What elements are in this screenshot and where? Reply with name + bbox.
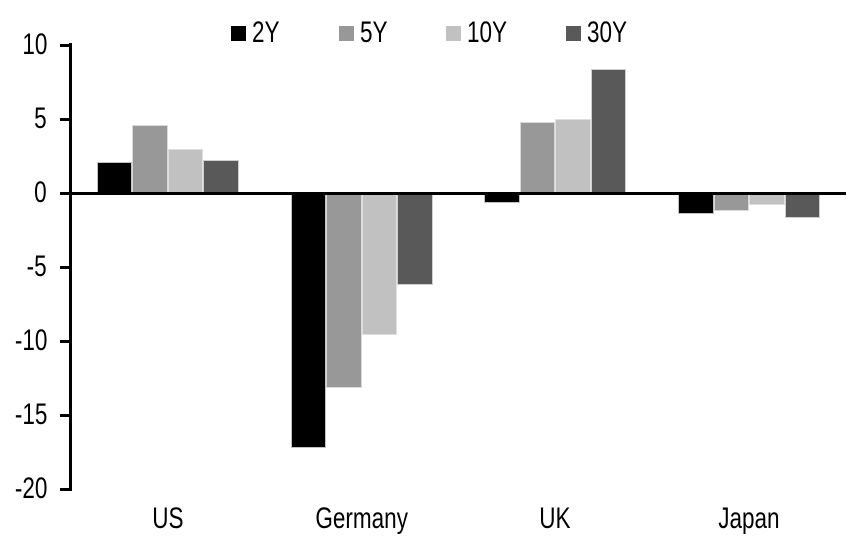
legend-swatch-2y	[231, 25, 246, 41]
bar-germany-10y	[361, 193, 398, 336]
bar-us-30y	[203, 160, 239, 193]
bar-japan-5y	[713, 193, 750, 211]
bar-us-10y	[167, 148, 204, 193]
y-axis-line	[69, 43, 72, 491]
legend-label: 30Y	[587, 16, 628, 49]
y-tick-label: -5	[0, 251, 47, 283]
y-tick-mark	[60, 488, 69, 491]
x-category-label-us: US	[88, 502, 248, 536]
legend-swatch-10y	[446, 25, 461, 41]
legend-item-10y: 10Y	[446, 16, 520, 49]
y-tick-label: 0	[0, 177, 47, 209]
bar-japan-2y	[678, 193, 714, 214]
y-tick-mark	[60, 266, 69, 269]
x-category-label-japan: Japan	[669, 502, 829, 536]
legend-label: 10Y	[467, 16, 508, 49]
y-tick-mark	[60, 118, 69, 121]
y-tick-label-text: 5	[34, 102, 47, 135]
x-category-label-germany: Germany	[282, 502, 442, 536]
x-category-label-text: US	[152, 502, 184, 535]
y-tick-label-text: -15	[14, 398, 47, 431]
bar-uk-5y	[519, 121, 556, 193]
bar-germany-30y	[397, 193, 433, 285]
y-tick-mark	[60, 44, 69, 47]
x-category-label-text: Germany	[315, 502, 409, 535]
legend-swatch-5y	[339, 25, 354, 41]
y-tick-label-text: 10	[21, 28, 47, 61]
legend-item-30y: 30Y	[566, 16, 640, 49]
y-tick-label: 10	[0, 29, 47, 61]
y-tick-label-text: -10	[14, 324, 47, 357]
y-tick-label-text: 0	[34, 176, 47, 209]
bar-us-5y	[132, 124, 168, 193]
bar-uk-10y	[555, 119, 591, 193]
bar-us-2y	[96, 161, 133, 193]
x-category-label-uk: UK	[475, 502, 635, 536]
y-tick-label: -10	[0, 325, 47, 357]
bar-germany-2y	[290, 193, 327, 448]
y-tick-label: -20	[0, 473, 47, 505]
bar-uk-30y	[590, 68, 627, 193]
zero-baseline	[69, 192, 846, 195]
y-tick-label: 5	[0, 103, 47, 135]
legend-swatch-30y	[566, 25, 581, 41]
y-tick-label: -15	[0, 399, 47, 431]
y-tick-mark	[60, 340, 69, 343]
legend-label: 2Y	[252, 16, 280, 49]
bar-germany-5y	[326, 193, 362, 389]
y-tick-mark	[60, 414, 69, 417]
x-category-label-text: UK	[539, 502, 571, 535]
legend-item-2y: 2Y	[231, 16, 289, 49]
y-tick-label-text: -5	[26, 250, 47, 283]
x-category-label-text: Japan	[718, 502, 780, 535]
legend-label: 5Y	[360, 16, 388, 49]
legend-item-5y: 5Y	[339, 16, 397, 49]
y-tick-label-text: -20	[14, 472, 47, 505]
y-tick-mark	[60, 192, 69, 195]
bar-japan-30y	[784, 193, 821, 219]
